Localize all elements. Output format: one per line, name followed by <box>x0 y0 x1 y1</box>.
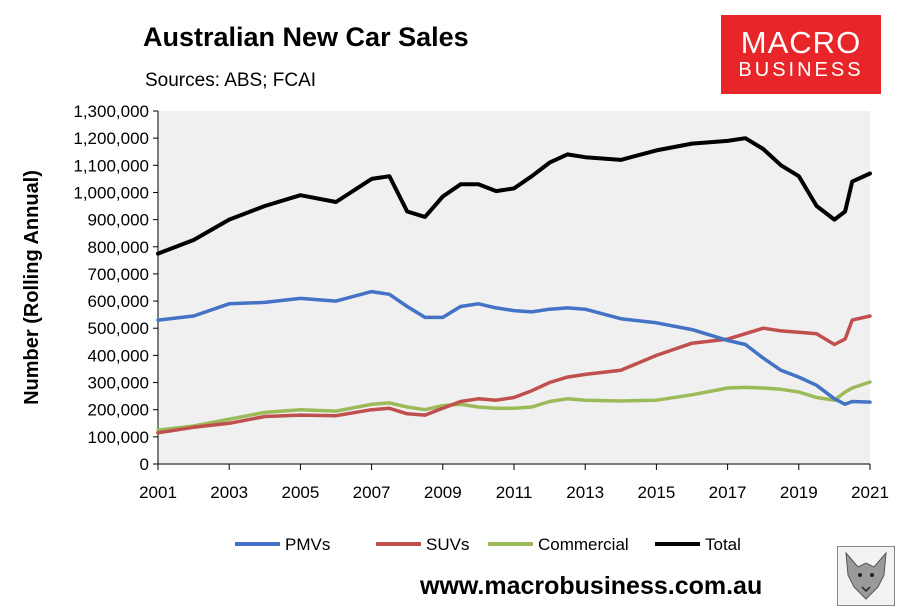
x-tick-label: 2005 <box>281 483 319 502</box>
y-tick-label: 800,000 <box>88 238 149 257</box>
y-tick-label: 1,200,000 <box>73 129 149 148</box>
y-tick-label: 400,000 <box>88 346 149 365</box>
y-tick-label: 1,000,000 <box>73 183 149 202</box>
y-tick-label: 300,000 <box>88 374 149 393</box>
x-tick-label: 2007 <box>353 483 391 502</box>
chart-subtitle: Sources: ABS; FCAI <box>145 70 317 91</box>
y-tick-label: 700,000 <box>88 265 149 284</box>
footer-url[interactable]: www.macrobusiness.com.au <box>420 572 763 600</box>
logo-line-2: BUSINESS <box>738 59 864 81</box>
plot-area <box>158 111 870 464</box>
y-tick-label: 600,000 <box>88 292 149 311</box>
y-tick-label: 200,000 <box>88 401 149 420</box>
series-line-suvs <box>156 314 872 435</box>
x-tick-label: 2011 <box>496 483 533 502</box>
y-tick-label: 0 <box>140 455 149 474</box>
y-tick-label: 100,000 <box>88 428 149 447</box>
series-line-pmvs <box>156 289 872 407</box>
wolf-logo-icon <box>837 546 895 606</box>
macrobusiness-logo: MACRO BUSINESS <box>721 15 881 94</box>
y-tick-label: 1,100,000 <box>73 156 149 175</box>
y-axis-label: Number (Rolling Annual) <box>21 170 43 405</box>
y-tick-label: 900,000 <box>88 211 149 230</box>
x-tick-label: 2009 <box>424 483 462 502</box>
logo-line-1: MACRO <box>740 25 862 60</box>
x-tick-label: 2021 <box>851 483 889 502</box>
series-line-total <box>156 136 872 256</box>
legend-label-pmvs: PMVs <box>285 535 330 554</box>
x-tick-label: 2017 <box>709 483 747 502</box>
legend-label-total: Total <box>705 535 741 554</box>
series-line-commercial <box>156 380 872 432</box>
y-tick-label: 1,300,000 <box>73 102 149 121</box>
chart-title: Australian New Car Sales <box>143 22 469 52</box>
x-tick-label: 2001 <box>139 483 177 502</box>
x-tick-label: 2015 <box>637 483 675 502</box>
y-tick-label: 500,000 <box>88 319 149 338</box>
x-tick-label: 2019 <box>780 483 818 502</box>
legend-label-suvs: SUVs <box>426 535 469 554</box>
x-tick-label: 2013 <box>566 483 604 502</box>
legend-label-commercial: Commercial <box>538 535 629 554</box>
x-tick-label: 2003 <box>210 483 248 502</box>
